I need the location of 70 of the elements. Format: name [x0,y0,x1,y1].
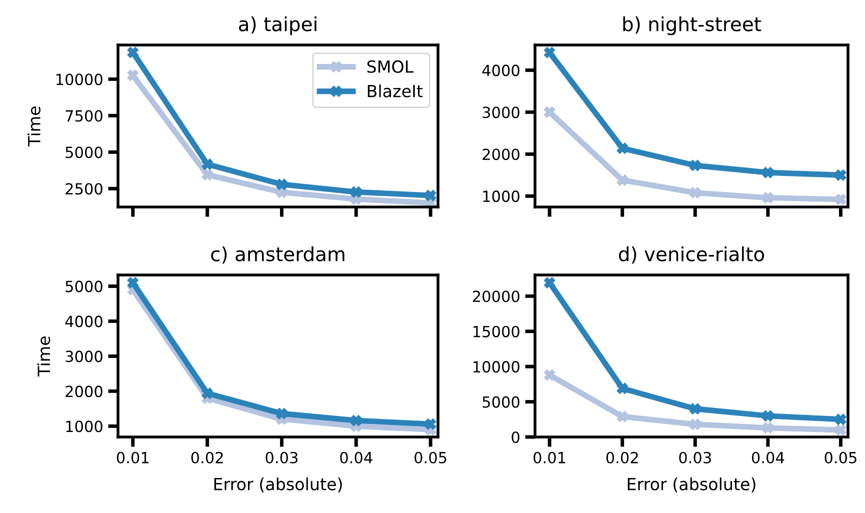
chart-title: a) taipei [239,16,316,36]
y-tick-label: 0 [512,431,520,444]
x-tick-label: 0.04 [340,452,372,464]
x-tick-label: 0.02 [606,452,638,464]
y-tick-label: 7500 [66,110,102,122]
y-tick-label: 1000 [483,190,520,202]
point [127,46,138,58]
y-tick-label: 2500 [66,183,102,195]
y-tick-label: 4000 [482,64,520,76]
chart-title: b) night-street [623,16,762,36]
point [835,194,846,205]
y-axis-title: Time [37,336,50,376]
y-tick-label: 10000 [473,361,520,373]
point [616,174,628,186]
point [425,190,436,202]
point [544,277,556,288]
point [544,47,556,58]
point [762,167,774,178]
point [762,422,774,434]
point [127,277,138,288]
point [202,388,213,399]
point [616,382,628,394]
point [616,411,628,422]
y-tick-label: 4000 [65,316,102,328]
point [127,70,138,81]
x-tick-label: 0.01 [534,452,566,464]
point [835,170,846,181]
point [690,160,701,172]
chart-title: d) venice-rialto [618,246,764,264]
y-tick-label: 2000 [482,148,520,160]
x-tick-label: 0.04 [752,452,784,464]
chart-title: c) amsterdam [211,246,344,264]
point [276,178,288,190]
point [544,369,556,381]
x-tick-label: 0.03 [679,452,711,464]
x-tick-label: 0.02 [191,452,223,464]
x-tick-label: 0.01 [116,452,148,464]
y-axis-title: Time [28,106,40,146]
y-tick-label: 5000 [66,280,102,292]
y-tick-label: 3000 [66,350,102,362]
point [616,142,628,154]
point [762,410,774,422]
y-tick-label: 1000 [66,420,102,432]
y-tick-label: 2000 [66,386,102,398]
point [544,106,556,118]
point [690,418,701,430]
point [202,158,213,170]
point [202,169,213,180]
point [762,192,774,204]
x-axis-title: Error (absolute) [214,477,342,492]
point [276,408,288,420]
point [350,186,362,198]
x-tick-label: 0.05 [414,452,446,464]
point [835,414,846,425]
point [690,403,701,414]
y-tick-label: 20000 [472,290,520,302]
y-tick-label: 3000 [482,106,520,118]
x-tick-label: 0.03 [266,452,298,464]
y-tick-label: 15000 [473,326,520,338]
y-tick-label: 5000 [482,396,520,408]
y-tick-label: 5000 [66,146,102,158]
point [835,424,846,436]
legend-label: SMOL [367,60,414,73]
x-axis-title: Error (absolute) [628,477,756,492]
point [690,187,701,198]
legend-label: BlazeIt [368,84,423,98]
point [425,418,436,430]
point [350,415,362,426]
x-tick-label: 0.05 [824,452,856,464]
y-tick-label: 10000 [56,74,102,86]
